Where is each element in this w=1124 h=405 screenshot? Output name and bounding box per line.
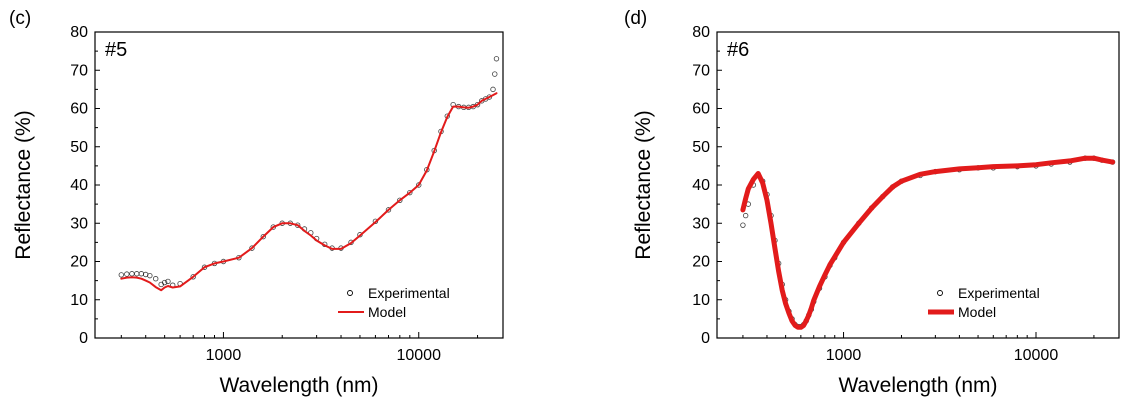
series-experimental (118, 56, 500, 288)
x-axis-title: Wavelength (nm) (838, 374, 997, 397)
data-point-experimental (493, 56, 500, 62)
data-point-experimental (397, 197, 403, 203)
data-point-experimental (490, 86, 496, 93)
data-point-experimental (147, 272, 153, 279)
legend-label-experimental: Experimental (958, 285, 1040, 301)
y-axis-title: Reflectance (%) (12, 110, 35, 259)
y-tick-label: 0 (701, 330, 710, 347)
legend: Experimental Model (928, 285, 1040, 320)
data-point-experimental (118, 272, 125, 278)
data-point-experimental (165, 278, 171, 285)
data-point-experimental (385, 207, 392, 213)
y-tick-label: 20 (692, 254, 710, 271)
panel-letter: (d) (624, 8, 647, 29)
data-point-experimental (190, 274, 196, 280)
plot-frame (716, 31, 1120, 339)
data-point-experimental (492, 71, 498, 77)
sample-label: #5 (105, 39, 127, 61)
legend-label-experimental: Experimental (368, 285, 450, 301)
y-tick-label: 0 (79, 330, 88, 347)
data-point-experimental (742, 212, 749, 219)
data-point-experimental (407, 189, 413, 196)
data-point-experimental (416, 182, 422, 188)
sample-label: #6 (727, 39, 749, 61)
x-tick-label: 10000 (396, 347, 441, 364)
legend-marker-experimental (347, 290, 353, 296)
y-tick-label: 30 (70, 215, 88, 232)
y-tick-label: 40 (70, 177, 88, 194)
y-tick-label: 60 (692, 101, 710, 118)
y-tick-label: 40 (692, 177, 710, 194)
panel-letter: (c) (9, 8, 31, 29)
y-tick-label: 10 (70, 292, 88, 309)
data-point-experimental (153, 276, 159, 282)
data-point-experimental (134, 271, 140, 277)
legend-label-model: Model (368, 304, 406, 320)
x-tick-label: 10000 (1014, 347, 1059, 364)
data-point-experimental (740, 222, 746, 228)
x-axis-title: Wavelength (nm) (219, 374, 378, 397)
y-tick-label: 60 (70, 101, 88, 118)
legend: Experimental Model (338, 285, 450, 320)
data-point-experimental (486, 94, 493, 100)
data-point-experimental (129, 271, 135, 277)
chart-panel-d: 0 10 20 30 40 50 60 70 80 1000 10000 Reflectance (%… (624, 8, 1120, 397)
y-tick-label: 10 (692, 292, 710, 309)
data-point-experimental (138, 271, 145, 277)
y-tick-label: 50 (70, 139, 88, 156)
y-tick-label: 30 (692, 215, 710, 232)
y-axis-title: Reflectance (%) (632, 110, 655, 259)
data-point-experimental (260, 233, 267, 240)
data-point-experimental (161, 279, 168, 286)
y-tick-label: 70 (692, 62, 710, 79)
data-point-experimental (124, 271, 130, 277)
legend-label-model: Model (958, 304, 996, 320)
chart-panel-c: 0 10 20 30 40 50 60 70 80 1000 10000 Reflectance (%… (9, 8, 504, 397)
y-tick-label: 80 (692, 24, 710, 41)
x-tick-label: 1000 (206, 347, 242, 364)
legend-marker-experimental (937, 290, 943, 296)
series-line-model (120, 92, 498, 292)
data-point-experimental (249, 245, 255, 251)
y-tick-label: 80 (70, 24, 88, 41)
y-tick-label: 50 (692, 139, 710, 156)
y-tick-label: 70 (70, 62, 88, 79)
series-line-model (740, 155, 1116, 330)
x-tick-label: 1000 (826, 347, 862, 364)
y-tick-label: 20 (70, 254, 88, 271)
series-experimental (740, 155, 1116, 330)
data-point-experimental (372, 218, 379, 225)
